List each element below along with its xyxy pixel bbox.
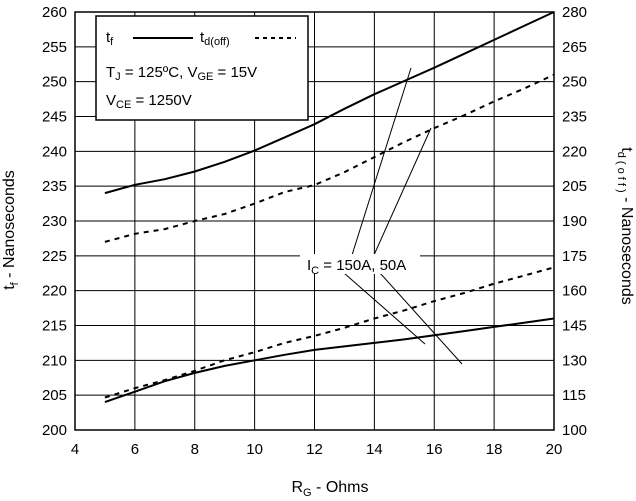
series-group — [104, 11, 555, 404]
y-tick-label-right: 235 — [562, 109, 587, 126]
y-tick-label-right: 220 — [562, 143, 587, 160]
y-tick-label-right: 100 — [562, 422, 587, 439]
x-tick-label: 12 — [306, 441, 323, 458]
series-tf-lower — [104, 317, 555, 404]
y-tick-label-left: 245 — [42, 109, 67, 126]
x-tick-label: 8 — [191, 441, 199, 458]
x-tick-label: 14 — [366, 441, 383, 458]
x-tick-label: 20 — [546, 441, 563, 458]
y-axis-label-left: tf - Nanoseconds — [1, 170, 21, 290]
y-tick-label-right: 160 — [562, 283, 587, 300]
x-tick-label: 16 — [426, 441, 443, 458]
y-tick-label-left: 220 — [42, 283, 67, 300]
x-tick-label: 10 — [246, 441, 263, 458]
series-tdoff-upper — [104, 73, 555, 243]
annotation-leader-line — [373, 127, 432, 256]
y-tick-label-left: 225 — [42, 248, 67, 265]
y-tick-label-right: 130 — [562, 352, 587, 369]
legend: tf td(off) TJ = 125ºC, VGE = 15V VCE = 1… — [95, 15, 309, 121]
y-tick-label-right: 280 — [562, 4, 587, 21]
legend-box — [95, 15, 309, 121]
x-tick-label: 6 — [131, 441, 139, 458]
x-axis-label: RG - Ohms — [291, 479, 368, 499]
y-tick-label-left: 205 — [42, 387, 67, 404]
y-tick-label-right: 190 — [562, 213, 587, 230]
y-tick-label-left: 200 — [42, 422, 67, 439]
y-tick-label-left: 215 — [42, 318, 67, 335]
legend-label-tf: tf — [106, 29, 114, 48]
y-tick-label-left: 255 — [42, 39, 67, 56]
y-tick-label-left: 235 — [42, 178, 67, 195]
legend-condition-1: TJ = 125ºC, VGE = 15V — [106, 64, 257, 83]
annotation-leaders — [343, 67, 463, 365]
tick-labels: 4 6 8 10 12 14 16 18 20 200 205 210 215 220 225 230 235 2… — [42, 4, 587, 458]
annotation-background — [300, 254, 420, 274]
x-tick-label: 4 — [71, 441, 79, 458]
annotation-leader-line — [351, 67, 412, 256]
y-tick-label-right: 115 — [562, 387, 586, 404]
series-tdoff-lower — [104, 266, 555, 399]
annotation-leader-line — [379, 272, 463, 365]
y-tick-label-left: 260 — [42, 4, 67, 21]
y-tick-label-right: 145 — [562, 318, 587, 335]
y-axis-label-right: td ( o f f ) - Nanoseconds — [615, 147, 635, 304]
y-tick-label-left: 250 — [42, 74, 67, 91]
annotation: IC = 150A, 50A — [300, 254, 420, 277]
series-tf-upper — [104, 11, 555, 195]
y-tick-label-left: 230 — [42, 213, 67, 230]
annotation-text: IC = 150A, 50A — [307, 257, 406, 277]
y-tick-label-right: 175 — [562, 248, 587, 265]
y-tick-label-right: 265 — [562, 39, 587, 56]
y-tick-label-right: 250 — [562, 74, 587, 91]
y-tick-label-left: 210 — [42, 352, 67, 369]
plot-frame — [74, 11, 555, 431]
y-tick-label-right: 205 — [562, 178, 587, 195]
x-tick-label: 18 — [486, 441, 503, 458]
y-tick-label-left: 240 — [42, 143, 67, 160]
legend-condition-2: VCE = 1250V — [106, 92, 192, 111]
annotation-leader-line — [343, 272, 426, 345]
legend-label-tdoff: td(off) — [200, 29, 230, 48]
